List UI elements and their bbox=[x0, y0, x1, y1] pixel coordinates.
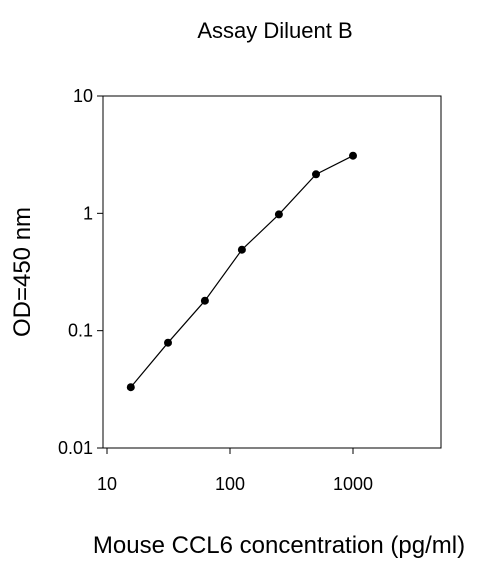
data-point bbox=[274, 210, 283, 219]
x-tick-label: 1000 bbox=[333, 474, 373, 494]
y-tick-label: 0.01 bbox=[58, 438, 93, 458]
plot-area bbox=[102, 95, 442, 449]
chart-title: Assay Diluent B bbox=[197, 18, 352, 43]
x-axis-label: Mouse CCL6 concentration (pg/ml) bbox=[93, 532, 465, 559]
series-line bbox=[130, 155, 354, 388]
y-tick-label: 10 bbox=[73, 86, 93, 106]
y-tick-label: 1 bbox=[83, 203, 93, 223]
y-tick-label: 0.1 bbox=[68, 321, 93, 341]
x-tick-label: 100 bbox=[215, 474, 245, 494]
y-axis-label: OD=450 nm bbox=[9, 207, 36, 337]
data-point bbox=[200, 296, 209, 305]
data-point bbox=[237, 245, 246, 254]
data-point bbox=[312, 170, 320, 179]
data-point bbox=[349, 151, 357, 160]
y-axis: 0.01 0.1 1 10 bbox=[58, 86, 103, 458]
x-axis: 10 100 1000 bbox=[97, 448, 373, 494]
data-point bbox=[164, 338, 172, 347]
x-tick-label: 10 bbox=[97, 474, 117, 494]
data-series bbox=[126, 151, 357, 392]
data-point bbox=[126, 383, 135, 392]
